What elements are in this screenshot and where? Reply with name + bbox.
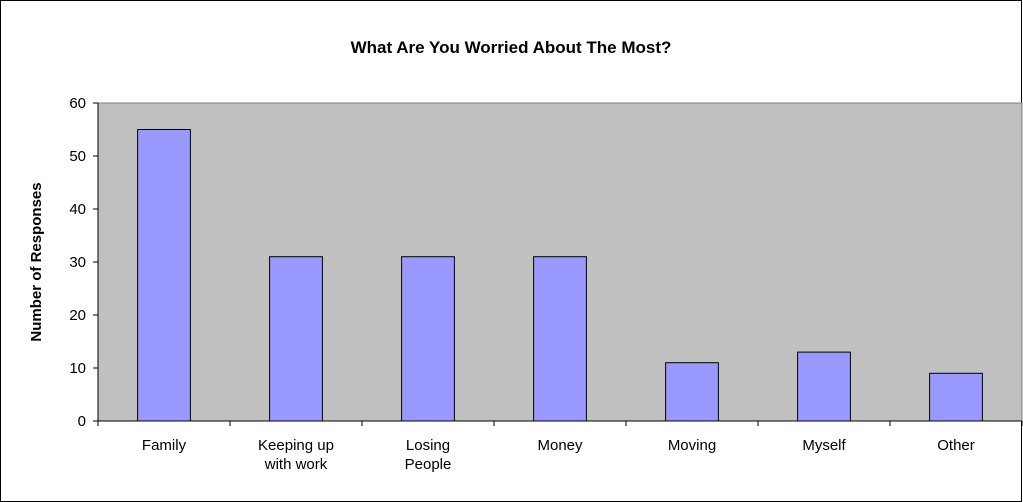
y-tick-label: 50	[69, 148, 86, 165]
y-tick-label: 60	[69, 95, 86, 112]
x-tick-label: Myself	[802, 437, 846, 454]
x-tick-label: Money	[537, 437, 583, 454]
y-tick-label: 20	[69, 307, 86, 324]
y-axis-label: Number of Responses	[28, 182, 45, 341]
bar	[797, 351, 851, 422]
y-tick-label: 10	[69, 360, 86, 377]
x-tick-label: Moving	[667, 437, 717, 454]
x-tick-label: Other	[937, 437, 975, 454]
bar	[137, 129, 191, 422]
chart-title: What Are You Worried About The Most?	[351, 38, 672, 57]
bar	[665, 362, 719, 422]
y-tick-label: 30	[69, 254, 86, 271]
bar	[269, 256, 323, 422]
x-tick-label: Family	[141, 437, 187, 454]
y-tick-label: 40	[69, 201, 86, 218]
x-tick-label: Losing People	[404, 437, 452, 473]
y-tick-label: 0	[78, 413, 86, 430]
bar	[929, 372, 983, 422]
x-tick-label: Keeping up with work	[258, 437, 334, 473]
bar	[401, 256, 455, 422]
bar	[533, 256, 587, 422]
